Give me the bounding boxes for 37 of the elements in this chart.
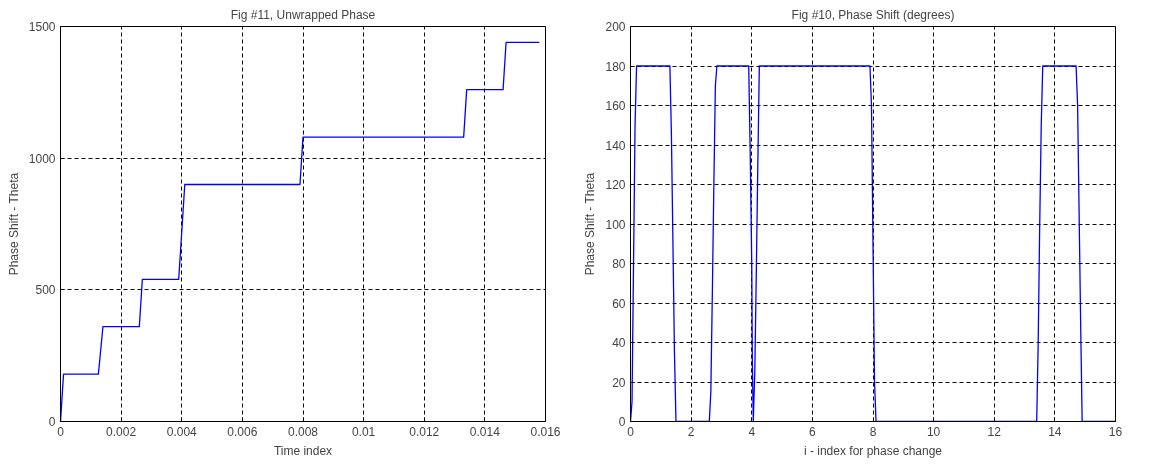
x-tick-label: 0.016 — [530, 424, 561, 439]
x-axis-title: Time index — [273, 443, 333, 458]
x-tick-label: 10 — [926, 424, 941, 439]
chart-title: Fig #11, Unwrapped Phase — [230, 7, 376, 22]
y-tick-label: 1000 — [28, 151, 56, 166]
x-tick-label: 6 — [809, 424, 817, 439]
y-tick-label: 60 — [612, 296, 626, 311]
x-tick-label: 14 — [1048, 424, 1062, 439]
x-tick-label: 16 — [1108, 424, 1123, 439]
y-tick-label: 1500 — [28, 20, 56, 34]
x-tick-label: 0.004 — [166, 424, 198, 439]
y-tick-label: 100 — [605, 217, 626, 232]
y-tick-label: 20 — [612, 375, 626, 390]
y-tick-label: 40 — [612, 336, 626, 350]
x-tick-label: 0.01 — [351, 424, 376, 439]
y-tick-label: 500 — [35, 283, 56, 298]
x-tick-label: 2 — [687, 424, 695, 439]
y-tick-label: 0 — [618, 415, 626, 429]
y-tick-label: 120 — [605, 178, 626, 192]
x-tick-label: 0.006 — [227, 424, 258, 439]
y-tick-label: 140 — [605, 138, 626, 153]
chart-title: Fig #10, Phase Shift (degrees) — [791, 7, 955, 22]
x-tick-label: 0.012 — [409, 424, 440, 439]
x-tick-label: 0.002 — [106, 424, 137, 439]
y-axis-title: Phase Shift - Theta — [6, 172, 21, 276]
y-tick-label: 0 — [48, 415, 56, 429]
x-axis-title: i - index for phase change — [803, 443, 943, 458]
x-tick-label: 0.008 — [287, 424, 319, 439]
x-tick-label: 4 — [748, 424, 756, 439]
y-tick-label: 180 — [605, 59, 626, 74]
y-tick-label: 160 — [605, 99, 626, 113]
x-tick-label: 8 — [869, 424, 877, 439]
y-tick-label: 80 — [612, 257, 626, 271]
y-axis-title: Phase Shift - Theta — [583, 172, 598, 276]
y-tick-label: 200 — [605, 20, 626, 34]
x-tick-label: 0.014 — [469, 424, 501, 439]
x-tick-label: 12 — [987, 424, 1002, 439]
